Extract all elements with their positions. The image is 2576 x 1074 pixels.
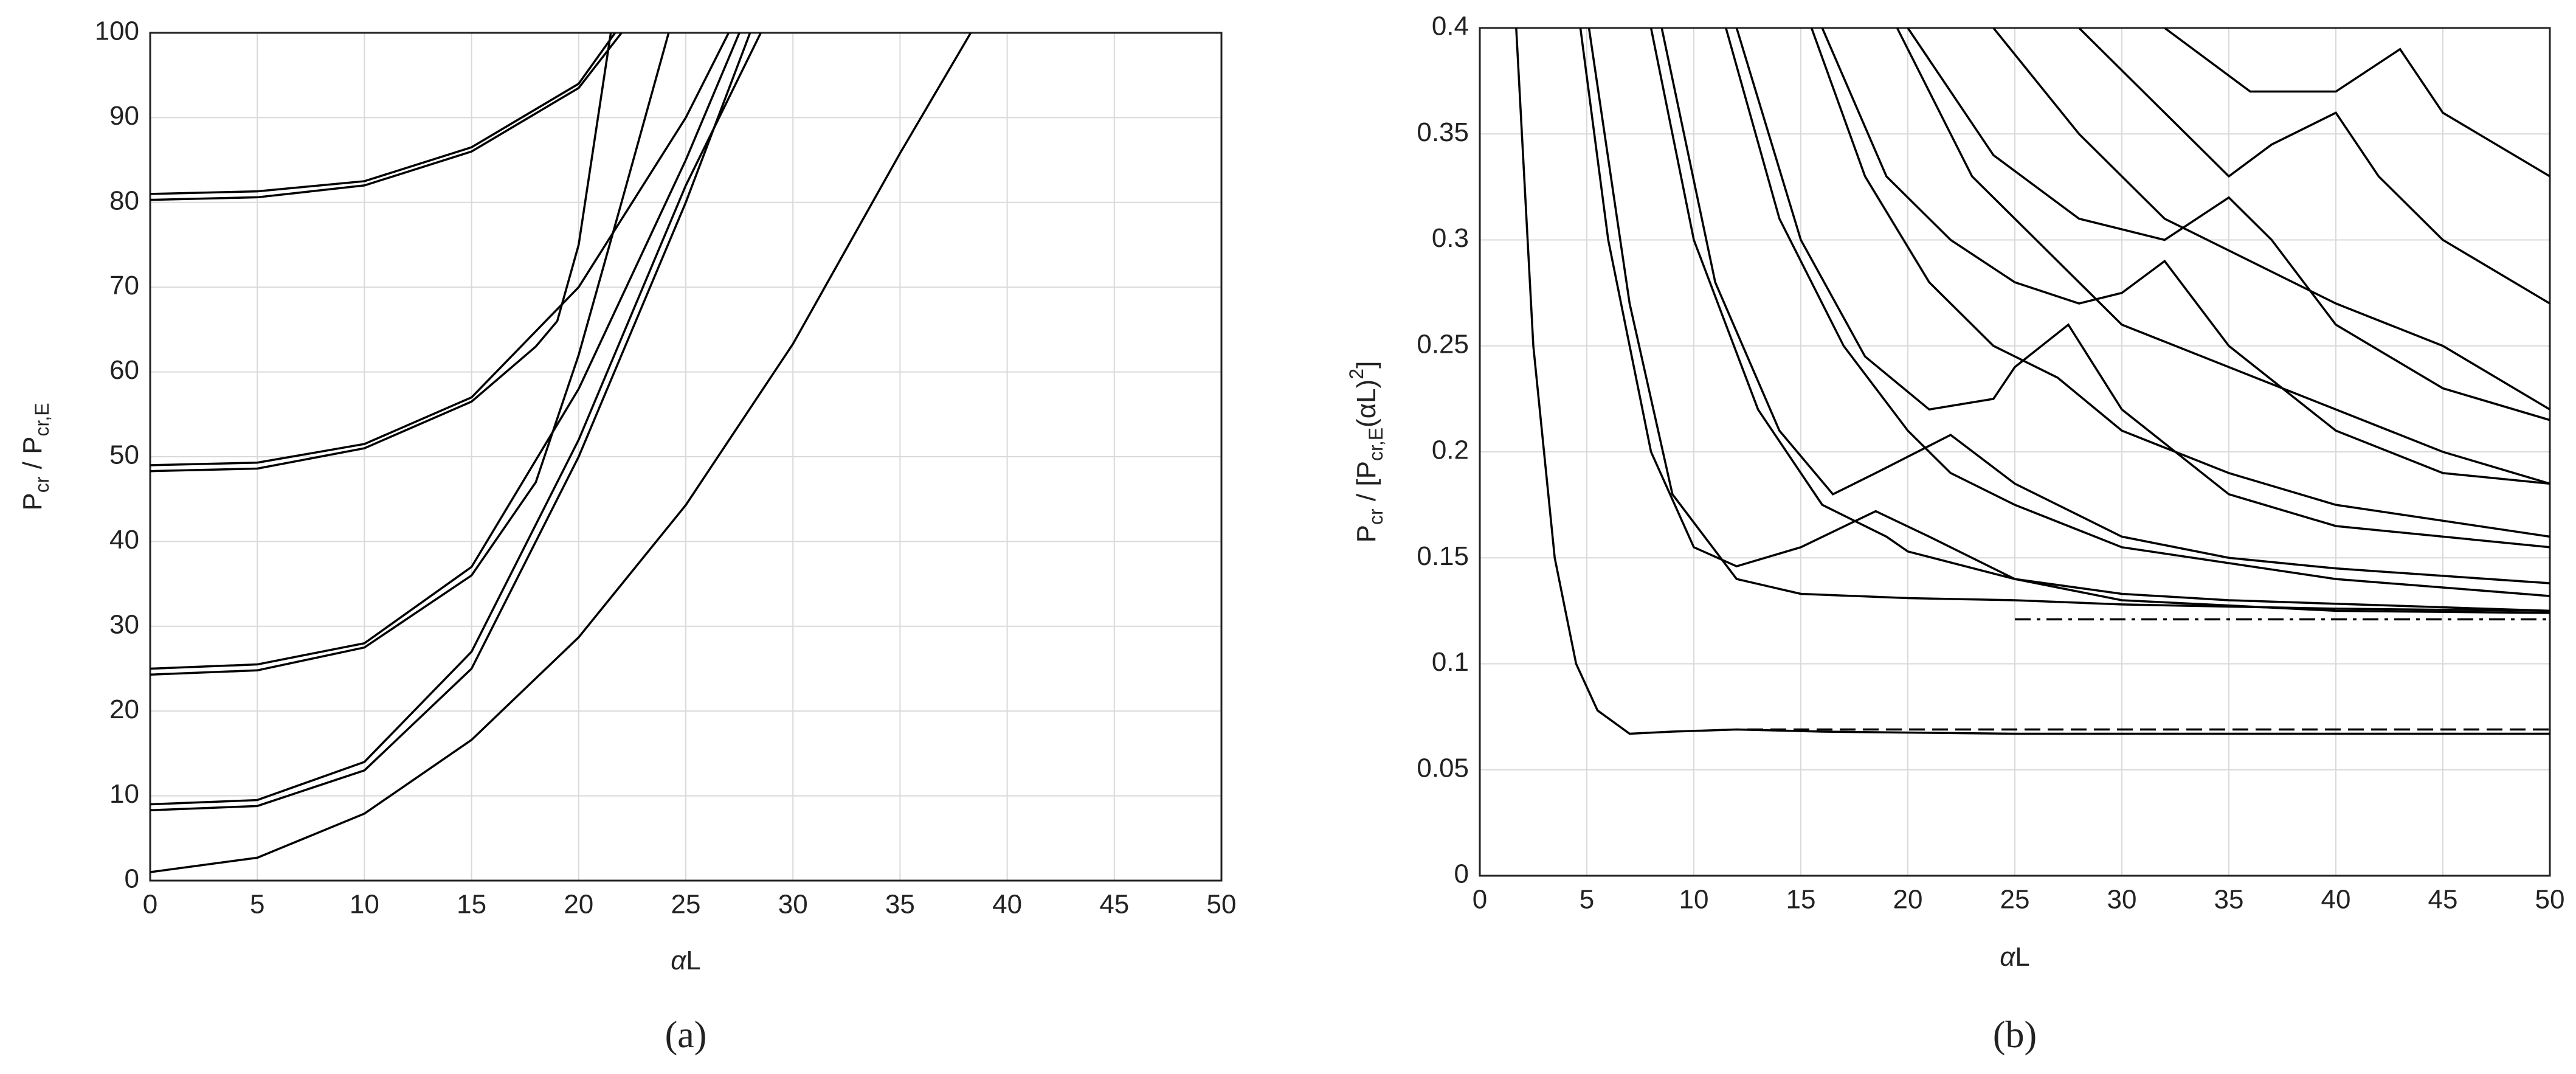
y-tick-label: 0.3 [1432,223,1469,253]
y-tick-label: 0.35 [1417,117,1469,147]
x-axis-label: αL [2000,942,2030,972]
curve [2078,28,2550,305]
curve [1579,28,2550,614]
x-tick-label: 20 [564,890,593,920]
curve [150,33,670,676]
curve [1992,28,2550,411]
curve [1515,28,2550,735]
curve [150,33,612,473]
x-label-part: α [2000,942,2016,972]
curve [1649,28,2550,612]
x-tick-label: 30 [778,890,808,920]
x-tick-label: 40 [992,890,1022,920]
y-label-part: P [1352,525,1381,542]
curve [2164,28,2550,178]
x-tick-label: 0 [1473,885,1487,915]
x-tick-label: 25 [2000,885,2030,915]
y-label-part: cr [1365,508,1387,525]
y-tick-label: 0 [125,864,139,894]
x-tick-label: 25 [671,890,701,920]
y-tick-label: 100 [95,16,139,46]
curve [1810,28,2550,538]
x-axis-label: αL [671,946,701,975]
panel-label: (b) [1993,1014,2037,1056]
curve [1896,28,2550,485]
y-label-part: / [P [1352,461,1381,508]
x-tick-label: 50 [2535,885,2565,915]
y-tick-label: 30 [109,609,139,639]
x-tick-label: 10 [350,890,379,920]
curve [1821,28,2550,485]
y-label-part: 2 [1345,369,1367,379]
x-tick-label: 35 [2214,885,2244,915]
y-tick-label: 20 [109,695,139,724]
curve [150,33,623,201]
panel-label: (a) [665,1014,707,1056]
plot-frame [149,32,1223,882]
x-label-part: L [2015,942,2029,972]
x-tick-label: 10 [1679,885,1709,915]
x-label-part: L [686,946,700,975]
plot-frame [1479,27,2551,877]
curve [1725,28,2550,597]
y-tick-label: 90 [109,101,139,131]
y-tick-label: 0.05 [1417,753,1469,783]
y-tick-label: 0.25 [1417,329,1469,359]
x-tick-label: 50 [1207,890,1237,920]
y-label-part: ] [1352,361,1381,369]
y-tick-label: 50 [109,440,139,470]
x-tick-label: 30 [2107,885,2137,915]
y-tick-label: 0.15 [1417,541,1469,571]
x-tick-label: 45 [2428,885,2458,915]
curve [1735,28,2550,549]
x-tick-label: 0 [143,890,157,920]
y-tick-label: 70 [109,271,139,300]
x-tick-label: 40 [2321,885,2351,915]
x-tick-label: 35 [885,890,915,920]
y-tick-label: 0.2 [1432,435,1469,465]
y-label-part: cr,E [1365,428,1387,461]
curve [1907,28,2550,421]
y-tick-label: 0.4 [1432,12,1469,41]
curve [150,33,616,195]
x-tick-label: 5 [1580,885,1594,915]
y-tick-label: 40 [109,525,139,555]
curve [1587,28,2550,612]
curve [150,33,730,466]
y-label-part: cr,E [31,403,53,436]
y-tick-label: 60 [109,355,139,385]
x-tick-label: 15 [1786,885,1816,915]
curve [150,33,762,806]
y-label-part: (αL) [1352,379,1381,428]
y-label-part: P [18,493,47,510]
y-tick-label: 10 [109,779,139,809]
y-axis-label: Pcr / Pcr,E [18,403,53,510]
y-axis-label: Pcr / [Pcr,E(αL)2] [1345,361,1387,543]
x-tick-label: 15 [457,890,486,920]
curve [150,33,741,670]
curve [150,33,751,812]
y-label-part: / P [18,437,47,477]
y-tick-label: 0 [1454,859,1469,889]
x-tick-label: 20 [1893,885,1923,915]
x-label-part: α [671,946,687,975]
y-tick-label: 80 [109,185,139,215]
y-label-part: cr [31,476,53,493]
x-tick-label: 45 [1099,890,1129,920]
curve [1660,28,2550,584]
curve [150,33,972,873]
y-tick-label: 0.1 [1432,647,1469,677]
x-tick-label: 5 [250,890,264,920]
